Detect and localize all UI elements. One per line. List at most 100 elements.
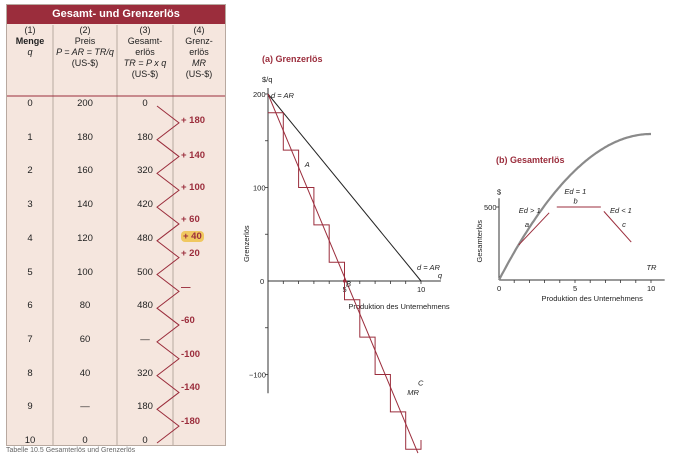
header-line: Menge <box>15 36 45 46</box>
header-line: Preis <box>74 36 96 46</box>
y-tick-label: −100 <box>249 371 266 380</box>
cell-q: 1 <box>27 131 33 143</box>
cell-q: 5 <box>27 266 33 278</box>
b-x-tick-label: 5 <box>573 284 577 293</box>
header-line: (US-$) <box>185 69 213 79</box>
header-col-2: (2) Preis P = AR = TR/q (US-$) <box>53 25 117 101</box>
cell-p: 80 <box>79 300 91 312</box>
cell-q: 10 <box>24 435 36 446</box>
label-ed-gt: Ed > 1 <box>519 206 541 215</box>
header-line: TR = P x q <box>123 58 167 68</box>
cell-p: 100 <box>77 266 93 278</box>
header-col-3: (3) Gesamt- erlös TR = P x q (US-$) <box>117 25 173 101</box>
table-title: Gesamt- und Grenzerlös <box>7 5 225 24</box>
cell-q: 3 <box>27 199 33 211</box>
graph-a-title: (a) Grenzerlös <box>262 54 323 64</box>
cell-mr: + 40 <box>181 231 204 242</box>
cell-tr: 480 <box>137 300 153 312</box>
graph-b-ylabel-top: $ <box>497 187 502 196</box>
cell-p: 60 <box>79 333 91 345</box>
cell-mr: -180 <box>181 416 201 427</box>
point-B <box>342 279 347 283</box>
header-col-4: (4) Grenz- erlös MR (US-$) <box>173 25 225 101</box>
cell-q: 6 <box>27 300 33 312</box>
mr-steps <box>268 112 422 450</box>
header-line: Grenz- <box>185 36 213 46</box>
graph-b-title: (b) Gesamterlös <box>496 155 565 165</box>
label-ed-lt: Ed < 1 <box>610 206 632 215</box>
cell-mr: — <box>181 282 191 293</box>
cell-q: 8 <box>27 367 33 379</box>
cell-tr: 320 <box>137 367 153 379</box>
cell-tr: 320 <box>137 165 153 177</box>
cell-q: 9 <box>27 401 33 413</box>
x-tick-label: 5 <box>343 285 347 294</box>
label-a: a <box>525 220 529 229</box>
cell-tr: 500 <box>137 266 153 278</box>
header-line: (US-$) <box>131 69 159 79</box>
b-x-tick-label: 10 <box>647 284 655 293</box>
header-line: erlös <box>135 47 155 57</box>
cell-mr: + 100 <box>181 182 206 193</box>
graph-a-ylabel-top: $/q <box>262 75 273 84</box>
header-line: P = AR = TR/q <box>56 47 114 57</box>
cell-mr: -60 <box>181 315 195 326</box>
y-tick-label: 0 <box>260 277 264 286</box>
cell-p: — <box>80 401 90 413</box>
cell-mr: + 60 <box>181 214 200 225</box>
header-line: Gesamt- <box>127 36 163 46</box>
header-num: (4) <box>193 25 205 35</box>
label-A: A <box>304 160 310 169</box>
cell-q: 4 <box>27 232 33 244</box>
cell-p: 180 <box>77 131 93 143</box>
label-MR: MR <box>407 388 419 397</box>
header-line: q <box>27 47 33 57</box>
cell-q: 0 <box>27 98 33 109</box>
header-num: (2) <box>79 25 91 35</box>
graph-b-ylabel: Gesamterlös <box>475 220 484 263</box>
cell-tr: 180 <box>137 401 153 413</box>
cell-q: 2 <box>27 165 33 177</box>
cell-mr: -140 <box>181 382 201 393</box>
cell-q: 7 <box>27 333 33 345</box>
table-caption: Tabelle 10.5 Gesamterlös und Grenzerlös <box>6 447 136 454</box>
cell-mr: + 140 <box>181 150 206 161</box>
table-lines <box>7 25 225 445</box>
cell-p: 160 <box>77 165 93 177</box>
header-line: MR <box>192 58 206 68</box>
demand-line <box>267 93 422 282</box>
graph-a-ylabel: Grenzerlös <box>242 225 251 262</box>
tangent-a <box>518 212 550 246</box>
cell-p: 0 <box>82 435 88 446</box>
cell-mr: + 20 <box>181 248 200 259</box>
header-line: erlös <box>189 47 209 57</box>
label-B: B <box>346 280 351 289</box>
mr-line <box>267 93 419 454</box>
header-num: (3) <box>139 25 151 35</box>
label-d-ar-top: d = AR <box>271 91 294 100</box>
cell-p: 200 <box>77 98 93 109</box>
header-col-1: (1) Menge q <box>7 25 53 101</box>
label-b: b <box>573 196 577 205</box>
y-tick-label: 200 <box>253 90 266 99</box>
label-TR: TR <box>646 263 657 272</box>
y-tick-label: 100 <box>253 184 266 193</box>
x-axis-label: Produktion des Unternehmens <box>348 302 450 311</box>
cell-tr: 480 <box>137 232 153 244</box>
cell-p: 120 <box>77 232 93 244</box>
cell-p: 140 <box>77 199 93 211</box>
x-axis-q-label: q <box>438 271 443 280</box>
label-C: C <box>418 379 424 388</box>
cell-tr: — <box>140 333 150 345</box>
b-y-tick-label: 500 <box>484 203 497 212</box>
label-d-ar-bottom: d = AR <box>417 263 440 272</box>
b-x-axis-label: Produktion des Unternehmens <box>542 294 644 303</box>
cell-p: 40 <box>79 367 91 379</box>
header-num: (1) <box>24 25 36 35</box>
b-x-tick-label: 0 <box>497 284 501 293</box>
cell-tr: 0 <box>142 98 148 109</box>
label-c: c <box>622 220 626 229</box>
cell-tr: 180 <box>137 131 153 143</box>
x-tick-label: 10 <box>417 285 425 294</box>
cell-mr: + 180 <box>181 115 206 126</box>
